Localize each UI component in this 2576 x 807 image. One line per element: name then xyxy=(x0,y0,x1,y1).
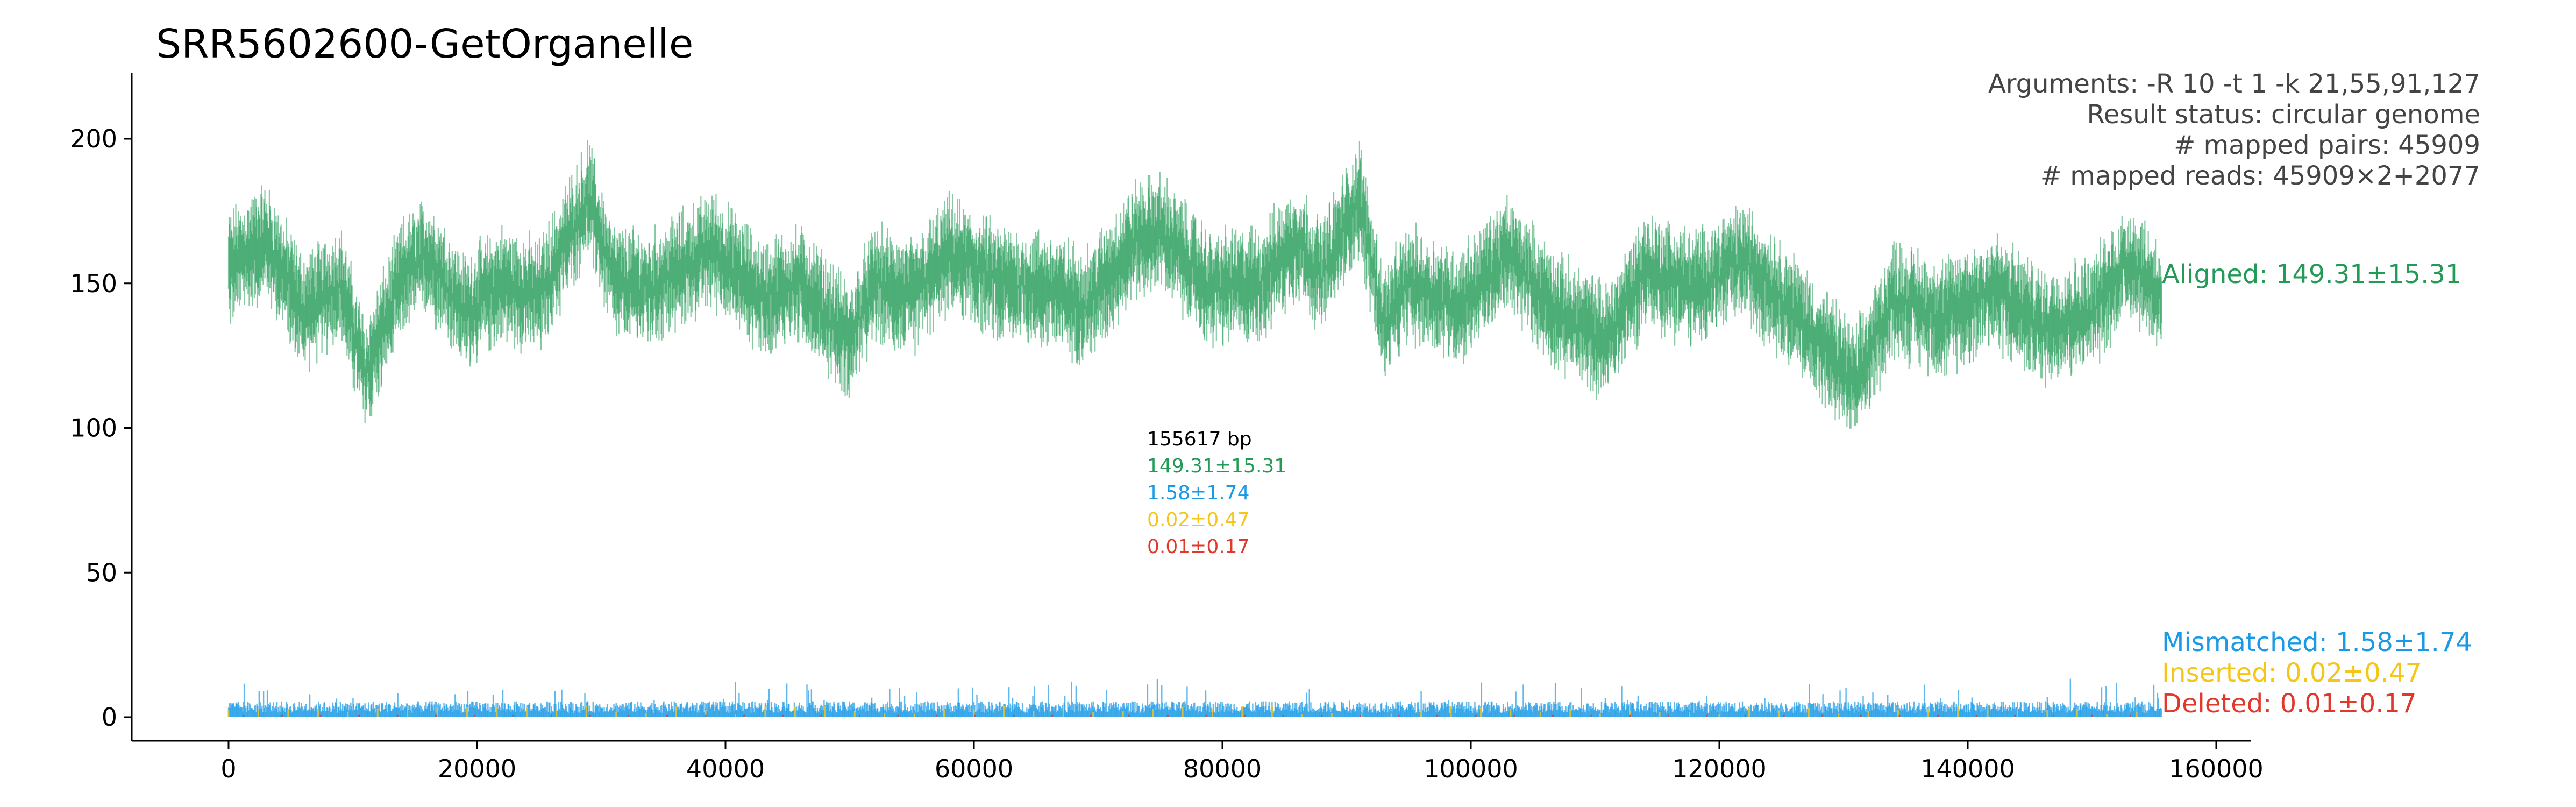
y-tick-label: 100 xyxy=(70,414,117,443)
x-tick-label: 120000 xyxy=(1672,754,1767,783)
x-tick-label: 40000 xyxy=(686,754,765,783)
aligned-series xyxy=(227,140,2162,429)
y-tick-label: 0 xyxy=(102,703,117,732)
y-ticks: 0 50 100 150 200 xyxy=(70,124,132,732)
x-tick-label: 80000 xyxy=(1183,754,1262,783)
x-tick-label: 20000 xyxy=(438,754,516,783)
x-tick-label: 160000 xyxy=(2169,754,2264,783)
low-series xyxy=(227,678,2162,717)
x-ticks: 0 20000 40000 60000 80000 100000 120000 140000 1… xyxy=(220,741,2264,783)
chart-title: SRR5602600-GetOrganelle xyxy=(156,21,693,67)
x-tick-label: 60000 xyxy=(935,754,1013,783)
y-tick-label: 50 xyxy=(86,558,117,587)
x-tick-label: 100000 xyxy=(1424,754,1518,783)
x-tick-label: 0 xyxy=(220,754,236,783)
x-tick-label: 140000 xyxy=(1920,754,2015,783)
y-tick-label: 150 xyxy=(70,269,117,298)
y-tick-label: 200 xyxy=(70,124,117,153)
